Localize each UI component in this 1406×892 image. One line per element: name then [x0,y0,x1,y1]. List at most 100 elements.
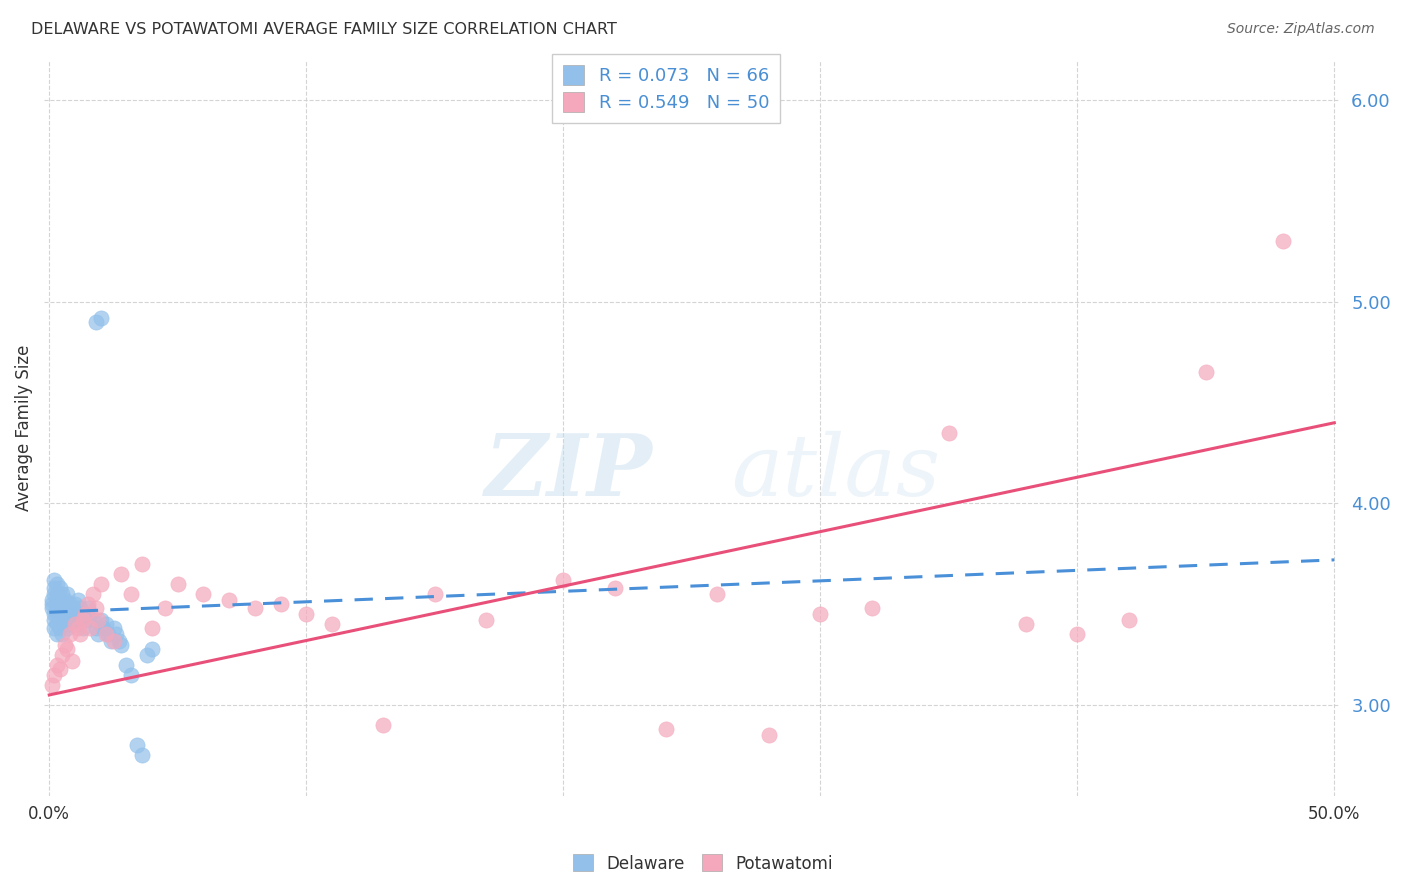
Text: DELAWARE VS POTAWATOMI AVERAGE FAMILY SIZE CORRELATION CHART: DELAWARE VS POTAWATOMI AVERAGE FAMILY SI… [31,22,617,37]
Point [131,748,153,763]
Point [51,587,73,601]
Point [76,597,98,611]
Point [53,593,76,607]
Point [295,607,318,622]
Point [115,657,138,672]
Point [56,622,79,636]
Point [41,678,63,692]
Point [72,622,94,636]
Point [84,601,107,615]
Point [121,667,143,681]
Point [63,617,86,632]
Text: Source: ZipAtlas.com: Source: ZipAtlas.com [1227,22,1375,37]
Point [110,566,132,581]
Point [141,641,163,656]
Point [60,601,83,615]
Point [56,607,79,622]
Point [79,607,101,622]
Y-axis label: Average Family Size: Average Family Size [15,344,32,511]
Point [46,627,69,641]
Point [76,601,98,615]
Point [69,613,91,627]
Point [90,613,112,627]
Point [87,627,110,641]
Point [107,633,129,648]
Point [90,310,112,325]
Point [48,613,70,627]
Point [48,662,70,676]
Point [97,627,120,641]
Point [66,617,89,632]
Point [82,587,104,601]
Point [51,607,73,622]
Point [1015,617,1038,632]
Point [66,622,89,636]
Point [46,597,69,611]
Point [1195,365,1218,379]
Point [46,657,69,672]
Point [82,613,104,627]
Point [75,607,97,622]
Point [758,728,780,742]
Point [63,607,86,622]
Point [75,613,97,627]
Point [46,617,69,632]
Point [44,667,66,681]
Point [66,593,89,607]
Point [41,601,63,615]
Point [103,633,125,648]
Point [53,601,76,615]
Point [1066,627,1088,641]
Point [808,607,831,622]
Point [60,613,83,627]
Point [243,601,266,615]
Point [59,607,82,622]
Point [53,613,76,627]
Point [603,581,626,595]
Point [1118,613,1140,627]
Point [44,573,66,587]
Point [553,573,575,587]
Point [46,587,69,601]
Text: ZIP: ZIP [485,430,652,514]
Point [59,617,82,632]
Point [48,593,70,607]
Point [56,587,79,601]
Point [131,557,153,571]
Point [46,607,69,622]
Point [48,601,70,615]
Point [46,577,69,591]
Point [321,617,343,632]
Point [48,622,70,636]
Legend: Delaware, Potawatomi: Delaware, Potawatomi [567,847,839,880]
Point [91,622,114,636]
Point [63,597,86,611]
Point [41,593,63,607]
Legend: R = 0.073   N = 66, R = 0.549   N = 50: R = 0.073 N = 66, R = 0.549 N = 50 [551,54,780,123]
Point [51,627,73,641]
Point [110,638,132,652]
Point [84,622,107,636]
Point [69,601,91,615]
Point [48,581,70,595]
Point [193,587,215,601]
Point [79,622,101,636]
Point [121,587,143,601]
Point [860,601,883,615]
Point [69,627,91,641]
Point [423,587,446,601]
Point [44,587,66,601]
Text: atlas: atlas [731,431,939,513]
Point [141,622,163,636]
Point [51,648,73,662]
Point [56,641,79,656]
Point [44,622,66,636]
Point [135,648,157,662]
Point [270,597,292,611]
Point [373,718,395,732]
Point [51,617,73,632]
Point [44,607,66,622]
Point [90,577,112,591]
Point [44,613,66,627]
Point [94,617,117,632]
